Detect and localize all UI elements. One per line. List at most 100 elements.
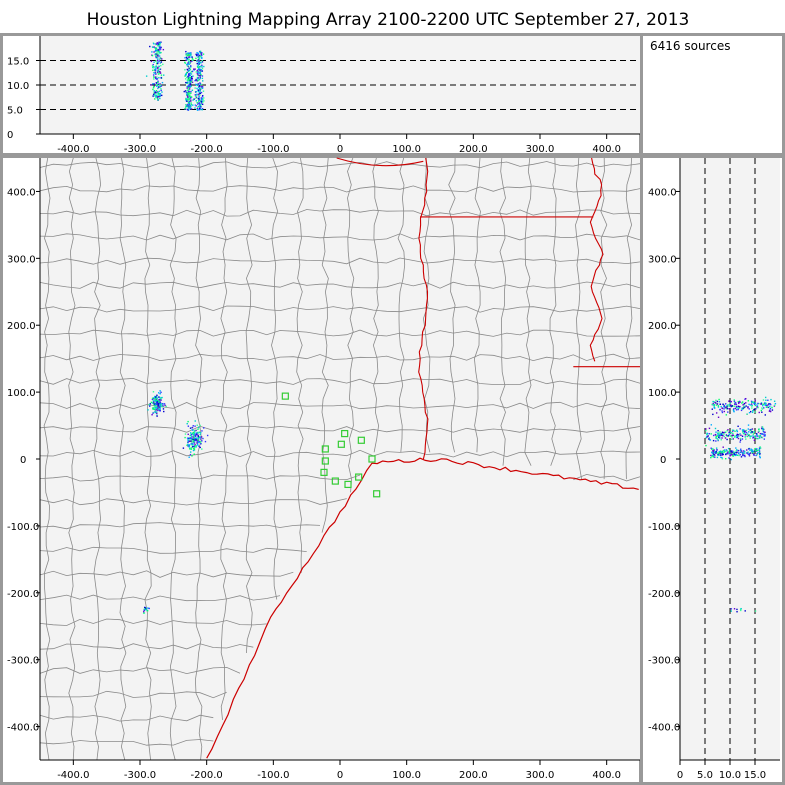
altitude-source-point <box>158 43 160 45</box>
side-source-point <box>722 453 724 456</box>
altitude-source-point <box>156 53 158 56</box>
side-source-point <box>734 402 736 404</box>
altitude-source-point <box>184 62 187 65</box>
side-source-point <box>715 440 717 442</box>
plan-source-point <box>155 400 157 402</box>
plan-source-point <box>155 398 158 401</box>
side-source-point <box>738 452 740 455</box>
county-line <box>39 714 214 722</box>
plan-source-point <box>192 438 194 441</box>
altitude-source-point <box>152 69 154 72</box>
plan-source-point <box>195 439 197 441</box>
side-source-point <box>741 435 744 437</box>
side-source-point <box>721 453 724 455</box>
side-source-point <box>767 399 769 401</box>
plan-source-point <box>157 408 160 411</box>
altitude-source-point <box>188 55 190 57</box>
side-source-point <box>731 454 734 456</box>
side-source-point <box>749 449 751 452</box>
side-source-point <box>760 433 763 435</box>
plan-source-point <box>197 441 199 444</box>
altitude-source-point <box>199 68 201 71</box>
axis-ticks-and-labels: -400.0 -300.0 -200.0 -100.0 0 100.0 200.0 300.0… <box>7 36 780 781</box>
side-source-point <box>713 451 716 454</box>
plan-source-point <box>194 425 196 427</box>
side-source-point <box>737 408 739 411</box>
side-source-point <box>749 435 751 437</box>
plan-source-point <box>152 400 155 402</box>
plan-y-tick-label: 300.0 <box>7 254 36 265</box>
plan-source-point <box>154 398 156 400</box>
county-line <box>220 157 228 720</box>
altitude-source-point <box>187 88 190 91</box>
side-source-point <box>769 409 771 411</box>
county-line <box>39 425 641 433</box>
plan-source-point <box>151 398 154 401</box>
side-y-tick-label: -100.0 <box>648 522 680 533</box>
altitude-source-point <box>152 95 154 97</box>
altitude-source-point <box>154 69 157 72</box>
altitude-source-point <box>157 44 159 47</box>
altitude-source-point <box>158 90 161 93</box>
altitude-source-point <box>157 49 159 51</box>
side-source-point <box>742 404 744 406</box>
altitude-source-point <box>196 54 198 57</box>
altitude-source-point <box>153 76 156 78</box>
plan-source-point <box>196 442 198 444</box>
side-source-point <box>737 433 740 436</box>
side-source-point <box>726 438 728 441</box>
altitude-source-point <box>191 75 193 78</box>
altitude-source-point <box>195 57 197 60</box>
side-source-point <box>721 431 724 433</box>
altitude-source-point <box>195 105 197 107</box>
altitude-source-point <box>198 107 201 109</box>
plan-y-tick-label: -200.0 <box>7 589 39 600</box>
plan-y-tick-label: 200.0 <box>7 321 36 332</box>
plan-source-point <box>150 401 153 404</box>
altitude-source-point <box>189 77 192 79</box>
plan-x-tick-label: -300.0 <box>124 770 156 781</box>
altitude-source-point <box>187 53 190 55</box>
altitude-source-point <box>156 96 159 98</box>
side-source-point <box>728 450 731 452</box>
side-source-point <box>726 405 729 407</box>
plan-source-point <box>164 404 166 407</box>
altitude-source-point <box>187 105 189 108</box>
altitude-source-point <box>151 65 154 67</box>
county-line <box>271 157 279 600</box>
station-marker <box>344 480 352 489</box>
plan-source-point <box>196 441 199 443</box>
plan-source-point <box>188 437 190 439</box>
altitude-source-point <box>190 96 193 98</box>
side-source-point <box>739 439 742 441</box>
altitude-source-point <box>195 100 198 102</box>
plan-source-point <box>198 440 200 443</box>
side-source-point <box>742 450 745 452</box>
altitude-x-tick-label: 300.0 <box>526 144 555 155</box>
altitude-source-point <box>187 54 190 57</box>
altitude-source-point <box>188 91 191 94</box>
plan-source-point <box>154 411 157 414</box>
side-source-point <box>718 400 721 403</box>
altitude-source-point <box>195 97 197 100</box>
plan-source-point <box>152 408 154 410</box>
side-source-point <box>720 450 722 452</box>
plan-source-point <box>194 431 196 433</box>
altitude-source-point <box>156 94 158 96</box>
plan-source-point <box>191 441 193 443</box>
county-line <box>473 157 481 453</box>
plan-source-point <box>157 399 159 402</box>
county-line <box>39 474 361 482</box>
side-source-point <box>751 404 753 407</box>
altitude-source-point <box>198 63 200 65</box>
county-line <box>39 449 641 458</box>
plan-source-point <box>162 405 164 407</box>
plan-source-point <box>159 405 161 407</box>
side-source-point <box>749 404 752 406</box>
plan-source-point <box>186 444 188 446</box>
altitude-source-point <box>196 70 198 72</box>
side-source-point <box>764 414 766 416</box>
side-source-point <box>725 408 728 410</box>
plan-source-point <box>190 433 192 435</box>
